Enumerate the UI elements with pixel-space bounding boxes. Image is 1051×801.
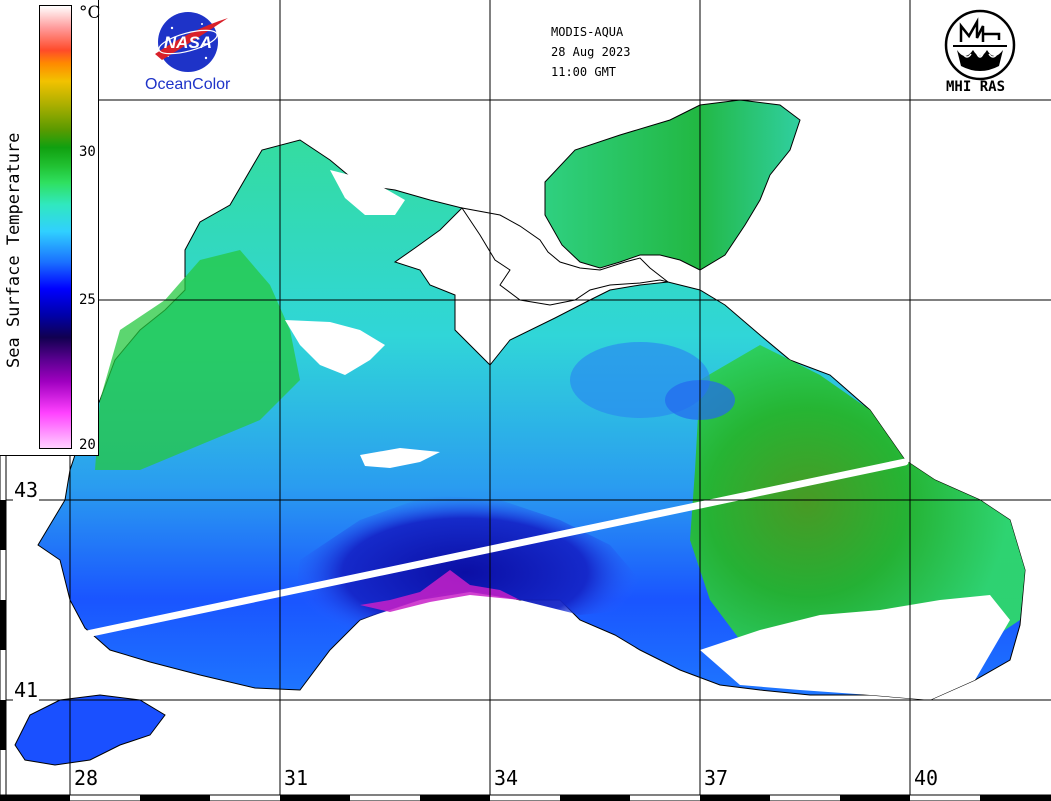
nasa-logo-icon: NASA xyxy=(155,12,228,72)
svg-text:NASA: NASA xyxy=(164,33,212,52)
eastern-warm-region xyxy=(690,345,1025,660)
temperature-colorbar xyxy=(39,5,72,449)
legend-title: Sea Surface Temperature xyxy=(4,132,24,368)
cloud-patch xyxy=(700,595,1010,700)
marmara-sea xyxy=(14,694,166,766)
lon-label-31: 31 xyxy=(284,766,309,790)
lon-label-28: 28 xyxy=(74,766,99,790)
legend-tick-20: 20 xyxy=(79,437,96,453)
lat-label-41: 41 xyxy=(13,678,40,702)
mhi-ras-label: MHI RAS xyxy=(946,79,1006,95)
satellite-name: MODIS-AQUA xyxy=(551,25,624,39)
mhi-ras-logo-icon xyxy=(944,9,1016,81)
temperature-legend: Sea Surface Temperature °C 30 25 20 xyxy=(0,0,101,456)
lon-label-37: 37 xyxy=(704,766,729,790)
cloud-patch xyxy=(330,170,405,215)
crimea-land xyxy=(460,207,669,306)
acquisition-time: 11:00 GMT xyxy=(551,65,617,79)
bottom-scale-bar xyxy=(0,794,1051,801)
sea-of-azov xyxy=(544,99,801,271)
legend-tick-25: 25 xyxy=(79,292,96,308)
lon-label-40: 40 xyxy=(914,766,939,790)
legend-unit: °C xyxy=(79,3,101,23)
satellite-track xyxy=(78,458,909,639)
acquisition-info: MODIS-AQUA 28 Aug 2023 11:00 GMT xyxy=(551,22,630,82)
lat-label-43: 43 xyxy=(13,478,40,502)
magenta-upwelling xyxy=(360,570,520,612)
cloud-patch xyxy=(285,320,385,375)
cloud-patch xyxy=(360,448,440,468)
left-scale-bar xyxy=(0,454,7,796)
western-warm-region xyxy=(95,250,300,470)
legend-tick-30: 30 xyxy=(79,144,96,160)
lon-label-34: 34 xyxy=(494,766,519,790)
oceancolor-label: OceanColor xyxy=(145,76,231,93)
acquisition-date: 28 Aug 2023 xyxy=(551,45,631,59)
